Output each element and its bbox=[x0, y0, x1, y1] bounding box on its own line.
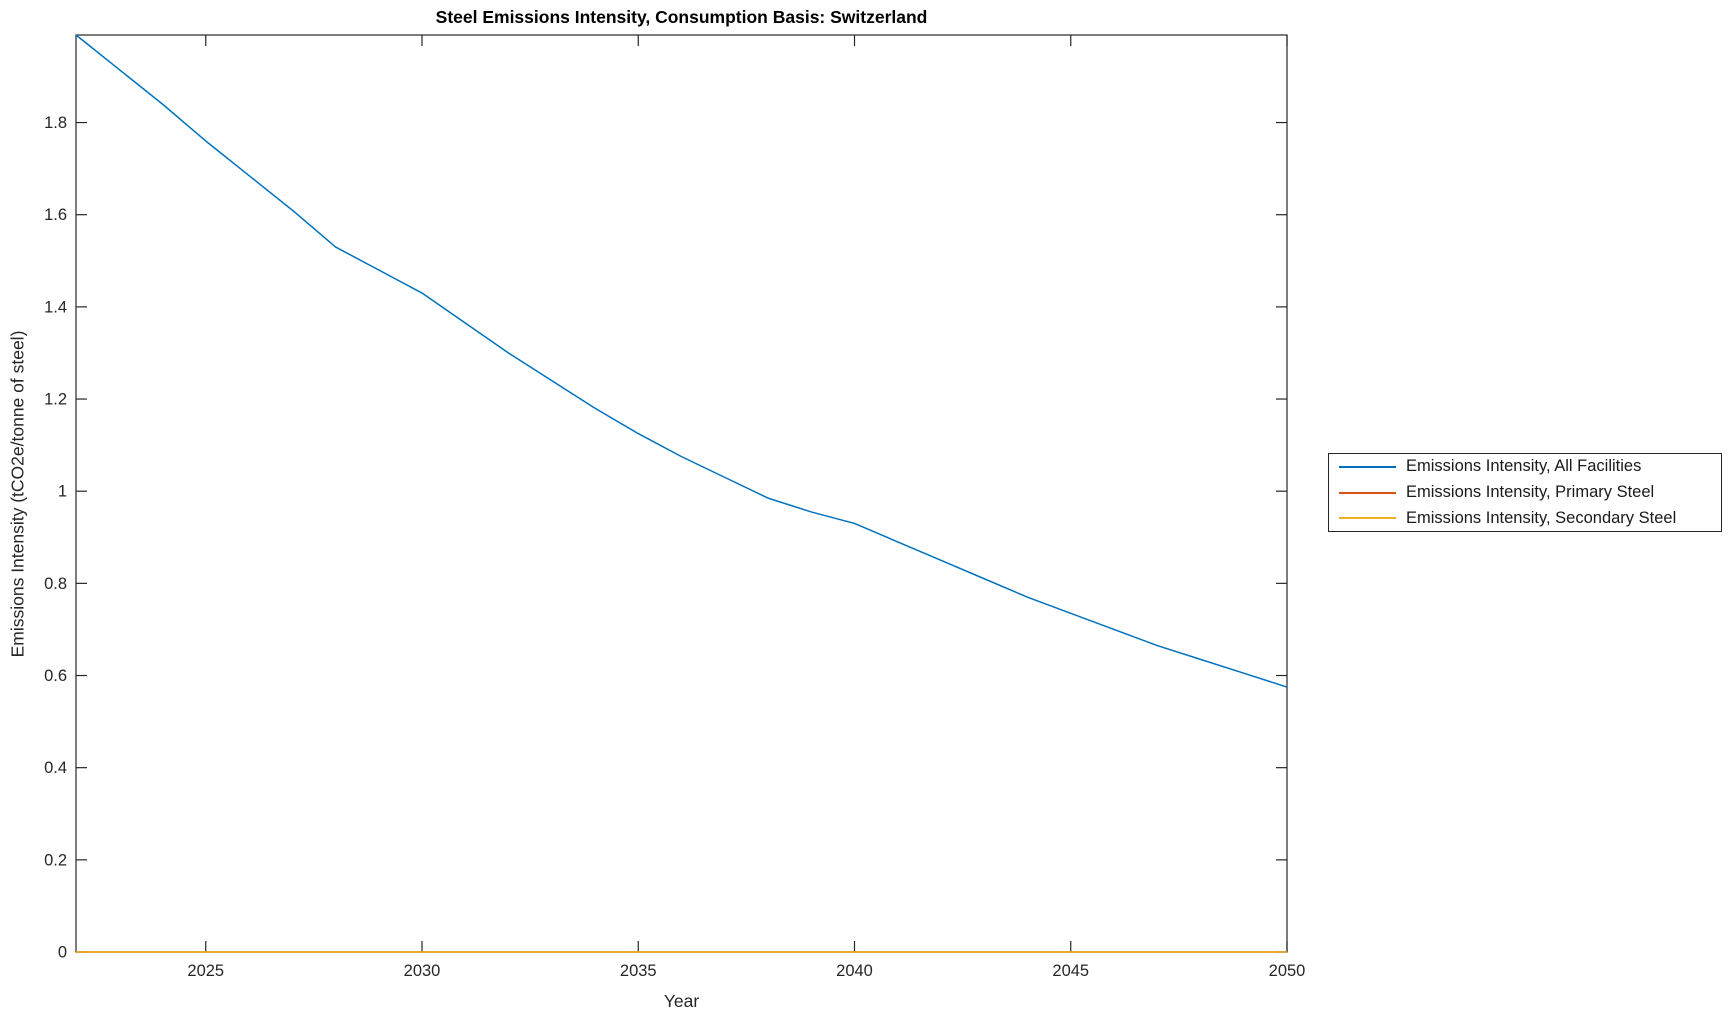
x-tick-label: 2035 bbox=[620, 962, 657, 980]
x-tick-label: 2050 bbox=[1269, 962, 1306, 980]
legend-item-label: Emissions Intensity, Secondary Steel bbox=[1406, 508, 1677, 527]
x-tick-label: 2030 bbox=[404, 962, 441, 980]
y-tick-label: 0.8 bbox=[44, 575, 67, 593]
x-tick-label: 2025 bbox=[187, 962, 224, 980]
y-tick-label: 0.6 bbox=[44, 667, 67, 685]
x-tick-label: 2040 bbox=[836, 962, 873, 980]
legend-box: Emissions Intensity, All Facilities Emiss… bbox=[1328, 453, 1722, 532]
legend-item: Emissions Intensity, All Facilities bbox=[1329, 454, 1721, 480]
y-tick-label: 1 bbox=[58, 483, 67, 501]
chart-title: Steel Emissions Intensity, Consumption B… bbox=[435, 7, 928, 27]
y-tick-label: 1.2 bbox=[44, 391, 67, 409]
y-tick-label: 0.4 bbox=[44, 759, 67, 777]
y-tick-label: 0 bbox=[58, 944, 67, 962]
y-tick-label: 1.4 bbox=[44, 298, 67, 316]
y-tick-label: 0.2 bbox=[44, 851, 67, 869]
series-line-0 bbox=[75, 34, 1288, 688]
legend-item-label: Emissions Intensity, All Facilities bbox=[1406, 457, 1642, 476]
y-tick-label: 1.6 bbox=[44, 206, 67, 224]
legend-line-swatch bbox=[1339, 465, 1396, 468]
y-tick-label: 1.8 bbox=[44, 114, 67, 132]
legend-item-label: Emissions Intensity, Primary Steel bbox=[1406, 483, 1655, 501]
y-axis-label: Emissions Intensity (tCO2e/tonne of stee… bbox=[7, 330, 28, 658]
legend-line-swatch bbox=[1339, 517, 1396, 520]
legend-item: Emissions Intensity, Secondary Steel bbox=[1329, 505, 1721, 531]
x-tick-label: 2045 bbox=[1052, 962, 1089, 980]
axes-border bbox=[75, 34, 1288, 953]
x-axis-label: Year bbox=[663, 991, 700, 1011]
legend-item: Emissions Intensity, Primary Steel bbox=[1329, 480, 1721, 506]
legend-line-swatch bbox=[1339, 491, 1396, 494]
